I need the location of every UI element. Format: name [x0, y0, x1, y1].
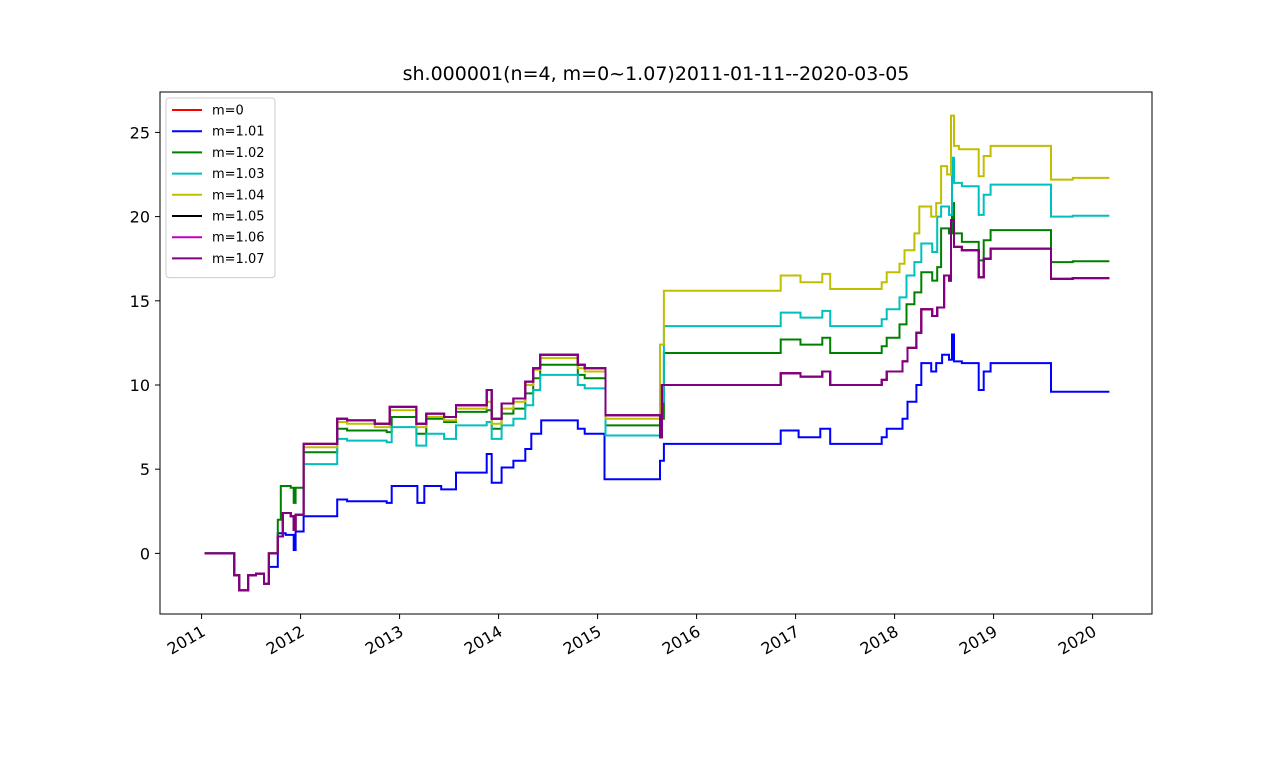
legend-label: m=1.06	[212, 231, 265, 246]
legend-label: m=1.07	[212, 252, 265, 267]
legend-label: m=1.04	[212, 188, 265, 203]
series-layer	[204, 114, 1110, 592]
series-line-m-1-06	[204, 219, 1110, 592]
series-line-m-1-05	[204, 219, 1110, 592]
series-line-m-1-02	[204, 202, 1110, 592]
x-tick-label: 2020	[1055, 622, 1100, 659]
chart-title: sh.000001(n=4, m=0~1.07)2011-01-11--2020…	[403, 63, 910, 85]
x-tick-label: 2016	[659, 622, 704, 659]
series-line-m-0	[204, 219, 1110, 592]
series-line-m-1-01	[204, 333, 1110, 592]
x-tick-label: 2013	[362, 622, 407, 659]
y-tick-label: 15	[130, 292, 150, 311]
y-tick-label: 0	[140, 544, 150, 563]
series-line-m-1-07	[204, 219, 1110, 592]
legend-label: m=1.02	[212, 146, 265, 161]
x-tick-label: 2018	[857, 622, 902, 659]
legend-label: m=1.01	[212, 125, 265, 140]
x-tick-label: 2015	[560, 622, 605, 659]
x-tick-label: 2017	[758, 622, 803, 659]
legend-label: m=1.05	[212, 210, 265, 225]
x-axis: 2011 2012 2013 2014 2015 2016 2017 2018 2019 2020	[164, 614, 1100, 658]
y-tick-label: 10	[130, 376, 150, 395]
legend-label: m=1.03	[212, 167, 265, 182]
y-tick-label: 5	[140, 460, 150, 479]
y-tick-label: 25	[130, 123, 150, 142]
x-tick-label: 2012	[263, 622, 308, 659]
y-tick-label: 20	[130, 208, 150, 227]
legend-label: m=0	[212, 104, 244, 119]
x-tick-label: 2014	[461, 622, 506, 659]
y-axis: 0 5 10 15 20 25	[130, 123, 160, 563]
legend-box	[165, 97, 276, 279]
series-line-m-1-03	[204, 156, 1110, 592]
plot-area-frame	[159, 91, 1153, 615]
x-tick-label: 2011	[164, 622, 209, 659]
x-tick-label: 2019	[956, 622, 1001, 659]
legend: m=0 m=1.01 m=1.02 m=1.03 m=1.04 m=1.05 m=1.06 m…	[165, 97, 276, 279]
